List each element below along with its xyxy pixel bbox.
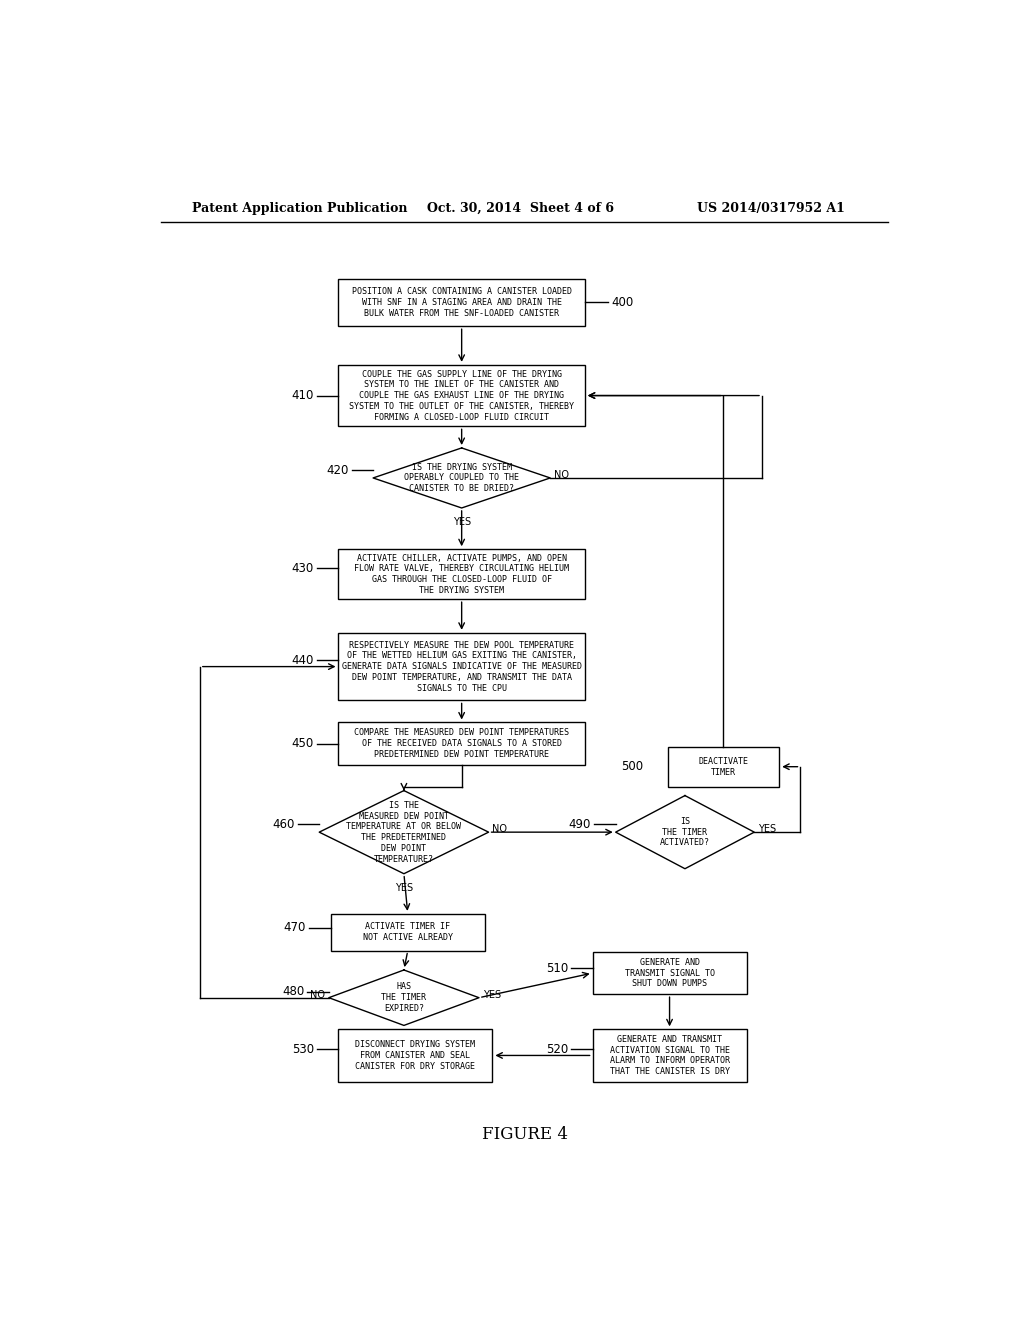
Text: NO: NO [554,470,569,480]
Text: ACTIVATE TIMER IF
NOT ACTIVE ALREADY: ACTIVATE TIMER IF NOT ACTIVE ALREADY [362,923,453,942]
Text: IS THE
MEASURED DEW POINT
TEMPERATURE AT OR BELOW
THE PREDETERMINED
DEW POINT
TE: IS THE MEASURED DEW POINT TEMPERATURE AT… [346,801,462,863]
Text: YES: YES [758,824,776,834]
Text: IS THE DRYING SYSTEM
OPERABLY COUPLED TO THE
CANISTER TO BE DRIED?: IS THE DRYING SYSTEM OPERABLY COUPLED TO… [404,463,519,494]
Text: 410: 410 [292,389,313,403]
Text: FIGURE 4: FIGURE 4 [482,1126,567,1143]
Text: Patent Application Publication: Patent Application Publication [193,202,408,215]
FancyBboxPatch shape [339,722,585,764]
Text: YES: YES [453,517,471,527]
Text: POSITION A CASK CONTAINING A CANISTER LOADED
WITH SNF IN A STAGING AREA AND DRAI: POSITION A CASK CONTAINING A CANISTER LO… [351,288,571,318]
FancyBboxPatch shape [339,549,585,599]
Text: 400: 400 [611,296,633,309]
FancyBboxPatch shape [339,1030,493,1081]
Text: GENERATE AND TRANSMIT
ACTIVATION SIGNAL TO THE
ALARM TO INFORM OPERATOR
THAT THE: GENERATE AND TRANSMIT ACTIVATION SIGNAL … [609,1035,729,1076]
Text: DEACTIVATE
TIMER: DEACTIVATE TIMER [698,756,749,776]
Text: US 2014/0317952 A1: US 2014/0317952 A1 [696,202,845,215]
FancyBboxPatch shape [331,913,484,950]
Polygon shape [329,970,479,1026]
Text: Oct. 30, 2014  Sheet 4 of 6: Oct. 30, 2014 Sheet 4 of 6 [427,202,614,215]
Text: 490: 490 [568,818,591,832]
Text: 420: 420 [326,463,348,477]
FancyBboxPatch shape [668,747,779,787]
Text: YES: YES [483,990,501,999]
Text: 460: 460 [272,818,295,832]
Text: NO: NO [493,824,508,834]
Text: IS
THE TIMER
ACTIVATED?: IS THE TIMER ACTIVATED? [659,817,710,847]
Text: HAS
THE TIMER
EXPIRED?: HAS THE TIMER EXPIRED? [381,982,426,1012]
FancyBboxPatch shape [339,632,585,701]
Text: RESPECTIVELY MEASURE THE DEW POOL TEMPERATURE
OF THE WETTED HELIUM GAS EXITING T: RESPECTIVELY MEASURE THE DEW POOL TEMPER… [342,640,582,693]
Text: 440: 440 [292,653,313,667]
FancyBboxPatch shape [593,952,746,994]
Text: 430: 430 [292,561,313,574]
Text: YES: YES [395,883,413,892]
Text: 480: 480 [282,985,304,998]
Text: COMPARE THE MEASURED DEW POINT TEMPERATURES
OF THE RECEIVED DATA SIGNALS TO A ST: COMPARE THE MEASURED DEW POINT TEMPERATU… [354,729,569,759]
Text: 450: 450 [292,737,313,750]
FancyBboxPatch shape [593,1030,746,1081]
FancyBboxPatch shape [339,279,585,326]
Text: 520: 520 [546,1043,568,1056]
FancyBboxPatch shape [339,364,585,426]
Polygon shape [373,447,550,508]
Polygon shape [615,796,755,869]
Text: ACTIVATE CHILLER, ACTIVATE PUMPS, AND OPEN
FLOW RATE VALVE, THEREBY CIRCULATING : ACTIVATE CHILLER, ACTIVATE PUMPS, AND OP… [354,553,569,595]
Text: COUPLE THE GAS SUPPLY LINE OF THE DRYING
SYSTEM TO THE INLET OF THE CANISTER AND: COUPLE THE GAS SUPPLY LINE OF THE DRYING… [349,370,574,421]
Text: NO: NO [310,990,325,999]
Text: 500: 500 [621,760,643,774]
Text: 510: 510 [546,962,568,975]
Text: 470: 470 [284,921,306,935]
Text: 530: 530 [292,1043,313,1056]
Text: DISCONNECT DRYING SYSTEM
FROM CANISTER AND SEAL
CANISTER FOR DRY STORAGE: DISCONNECT DRYING SYSTEM FROM CANISTER A… [355,1040,475,1071]
Text: GENERATE AND
TRANSMIT SIGNAL TO
SHUT DOWN PUMPS: GENERATE AND TRANSMIT SIGNAL TO SHUT DOW… [625,958,715,989]
Polygon shape [319,791,488,874]
